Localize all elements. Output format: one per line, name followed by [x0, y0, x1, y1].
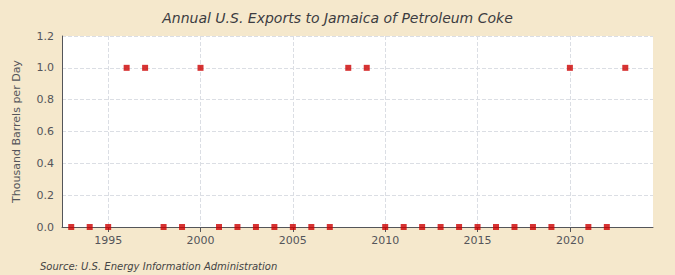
svg-text:0.6: 0.6: [37, 125, 55, 138]
svg-text:2000: 2000: [187, 234, 215, 247]
svg-text:1995: 1995: [94, 234, 122, 247]
svg-text:2015: 2015: [464, 234, 492, 247]
svg-text:Thousand Barrels per Day: Thousand Barrels per Day: [10, 60, 23, 204]
svg-text:2020: 2020: [556, 234, 584, 247]
svg-text:1.0: 1.0: [37, 61, 55, 74]
svg-text:2010: 2010: [371, 234, 399, 247]
svg-text:1.2: 1.2: [37, 30, 55, 43]
svg-text:0.2: 0.2: [37, 189, 55, 202]
svg-text:Annual U.S. Exports to Jamaica: Annual U.S. Exports to Jamaica of Petrol…: [161, 10, 513, 26]
svg-text:Source: U.S. Energy Informatio: Source: U.S. Energy Information Administ…: [40, 261, 277, 272]
svg-text:0.4: 0.4: [37, 157, 55, 170]
svg-text:0.8: 0.8: [37, 93, 55, 106]
svg-text:0.0: 0.0: [37, 221, 55, 234]
svg-text:2005: 2005: [279, 234, 307, 247]
